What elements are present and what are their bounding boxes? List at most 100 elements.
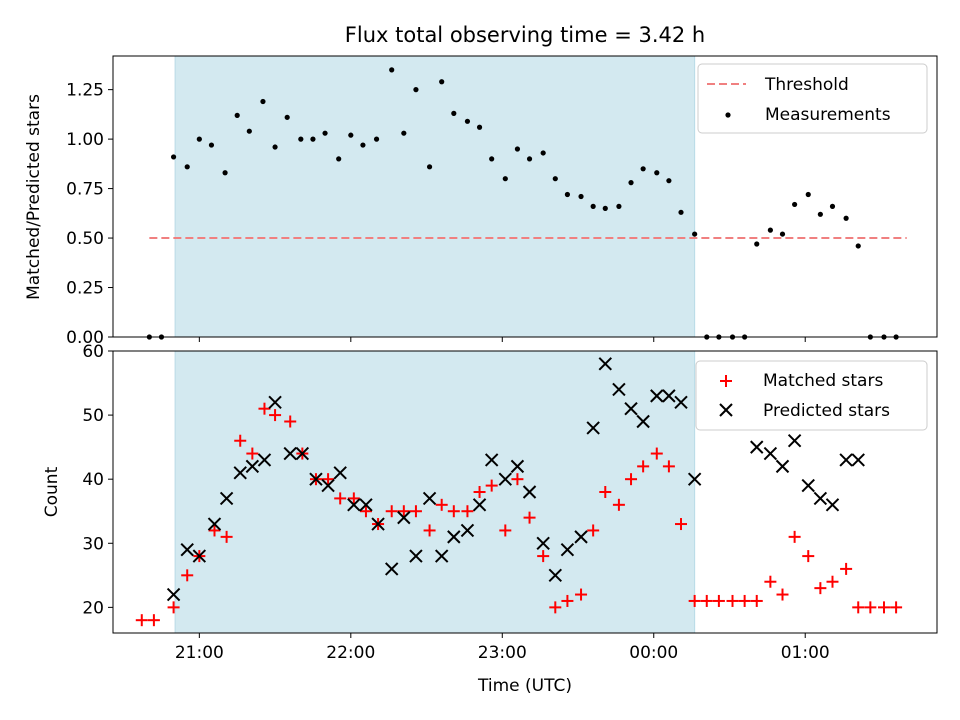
measurements-point [234,112,240,118]
predicted-stars-point [219,491,234,506]
predicted-stars-point [192,549,207,563]
measurements-legend-label: Measurements [765,105,891,125]
chart-title: Flux total observing time = 3.42 h [345,23,705,47]
matched-stars-point [234,434,247,447]
measurements-point [640,166,646,172]
matched-stars-point [700,594,713,607]
predicted-stars-point [510,459,525,474]
matched-stars-point [650,447,663,460]
measurements-point [678,209,684,215]
measurements-point [616,203,622,209]
matched-stars-point [599,486,612,498]
matched-stars-point [435,498,448,511]
measurements-point [360,142,366,148]
predicted-stars-point [851,453,865,467]
matched-stars-point [625,473,638,486]
matched-stars-point [575,588,588,601]
measurements-point [805,191,811,198]
matched-stars-point [269,409,282,422]
x-tick-label: 23:00 [478,643,527,663]
matched-stars-series [135,402,903,627]
matched-stars-point [258,402,271,415]
ratio-legend: Threshold Measurements [697,63,928,134]
measurements-point [196,136,202,142]
predicted-stars-point [763,446,778,461]
predicted-stars-point [825,498,840,512]
measurements-point [578,193,584,200]
predicted-stars-point [309,472,323,486]
matched-stars-point [826,575,839,588]
counts-y-axis-label: Count [42,466,62,517]
matched-stars-point [147,614,160,627]
measurements-point [590,203,596,209]
matched-stars-point [852,601,865,614]
matched-stars-point [485,479,498,492]
measurements-point [767,227,773,233]
matched-stars-point [561,594,574,607]
matched-stars-point [764,575,777,588]
predicted-stars-point [397,510,411,525]
matched-stars-point [776,588,789,601]
measurements-point [298,136,304,142]
measurements-point [792,201,798,208]
predicted-stars-point [371,517,385,531]
y-tick-label: 20 [82,598,104,618]
predicted-stars-point [536,536,550,550]
predicted-stars-point [624,401,638,416]
ratio-panel: 0.00 0.25 0.50 0.75 1.00 1.25 Matched/Predict… [24,55,938,348]
predicted-stars-point [321,478,335,493]
measurements-series [146,67,899,340]
ratio-plot-area [146,56,907,340]
counts-x-axis: 21:00 22:00 23:00 00:00 01:00 [175,633,830,663]
measurements-point [843,215,849,221]
measurements-point [552,176,558,182]
matched-legend-swatch [720,375,732,387]
measurements-point [426,164,433,170]
x-tick-label: 21:00 [175,643,224,663]
matched-stars-point [347,492,360,505]
measurements-point [310,136,316,142]
predicted-stars-point [245,459,260,474]
predicted-stars-point [447,530,461,544]
measurements-point [526,156,533,162]
threshold-legend-label: Threshold [764,75,849,95]
x-tick-label: 00:00 [629,643,678,663]
predicted-stars-point [359,498,373,512]
measurements-point [779,231,786,237]
measurements-point [184,164,190,170]
predicted-stars-point [548,568,563,583]
predicted-stars-point [180,542,194,557]
predicted-stars-point [283,446,297,461]
matched-stars-point [409,505,422,518]
predicted-stars-point [257,453,272,467]
matched-stars-point [473,486,486,498]
matched-stars-point [750,594,763,607]
matched-stars-point [284,415,297,428]
ratio-axes-frame [112,55,938,338]
predicted-stars-point [560,542,575,557]
x-tick-label: 22:00 [326,643,375,663]
predicted-stars-point [409,549,423,563]
predicted-stars-point [586,421,600,435]
matched-stars-point [447,505,460,518]
measurements-point [389,67,395,73]
predicted-stars-point [434,549,449,563]
predicted-stars-series [166,357,865,602]
predicted-stars-point [687,472,702,486]
predicted-stars-point [650,389,664,403]
measurements-point [502,176,508,182]
predicted-stars-point [384,562,399,576]
matched-stars-point [397,505,410,518]
predicted-stars-point [801,478,815,493]
counts-legend-frame [695,360,928,431]
predicted-stars-point [484,453,499,467]
matched-stars-point [549,601,562,614]
measurements-point [222,170,228,176]
measurements-point [817,211,823,217]
matched-legend-label: Matched stars [763,371,883,391]
matched-stars-point [423,524,436,537]
measurements-legend-swatch [725,112,731,118]
measurements-point [260,98,266,105]
y-tick-label: 0.75 [66,180,104,200]
